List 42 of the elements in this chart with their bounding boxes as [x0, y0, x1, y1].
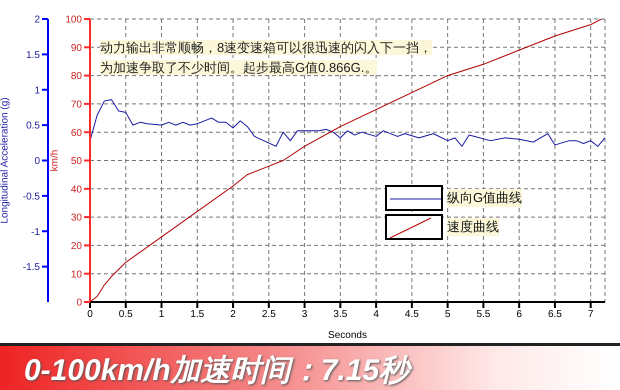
- y-tick-label: 50: [70, 156, 82, 168]
- x-tick-label: 3.5: [333, 309, 348, 320]
- y2-tick-label: 0.5: [26, 120, 40, 132]
- y-tick-label: 100: [65, 14, 82, 26]
- x-tick-label: 4: [373, 309, 380, 320]
- y2-tick-label: 2: [34, 14, 40, 26]
- x-tick-label: 7: [588, 309, 594, 320]
- y-tick-label: 60: [70, 128, 82, 139]
- y2-tick-label: -0.5: [22, 191, 40, 202]
- x-tick-label: 0: [87, 309, 94, 320]
- x-tick-label: 1: [158, 309, 165, 320]
- x-tick-label: 4.5: [404, 309, 420, 320]
- x-tick-label: 2: [230, 309, 236, 320]
- x-axis-title: Seconds: [328, 330, 367, 341]
- y-tick-label: 90: [70, 42, 82, 54]
- annotation: 动力输出非常顺畅，8速变速箱可以很迅速的闪入下一挡，: [100, 40, 432, 55]
- legend-label: 速度曲线: [447, 218, 499, 236]
- y2-tick-label: -1: [31, 226, 40, 238]
- y-tick-label: 20: [70, 240, 82, 252]
- line-series: [90, 99, 605, 147]
- y-tick-label: 80: [70, 71, 82, 82]
- x-tick-label: 5: [444, 309, 451, 320]
- y-tick-label: 70: [70, 99, 82, 110]
- y-tick-label: 30: [70, 212, 82, 224]
- y2-tick-label: 1.5: [26, 50, 40, 61]
- x-tick-label: 2.5: [262, 309, 276, 320]
- legend-label: 纵向G值曲线: [447, 188, 522, 206]
- y-tick-label: 0: [76, 298, 82, 309]
- y-axis-title: km/h: [50, 150, 61, 172]
- x-tick-label: 6: [516, 309, 522, 320]
- y-tick-label: 10: [70, 269, 82, 280]
- x-tick-label: 5.5: [476, 309, 491, 320]
- x-tick-label: 6.5: [548, 309, 562, 320]
- y2-tick-label: -1.5: [22, 262, 40, 274]
- y2-tick-label: 0: [34, 156, 40, 168]
- x-tick-label: 3: [302, 309, 308, 320]
- y2-axis-title: Longitudinal Acceleration (g): [0, 97, 11, 224]
- y-tick-label: 40: [70, 184, 82, 196]
- x-tick-label: 1.5: [190, 309, 205, 320]
- y2-tick-label: 1: [34, 85, 40, 96]
- x-tick-label: 0.5: [118, 309, 134, 320]
- annotation: 为加速争取了不少时间。起步最高G值0.866G.。: [100, 60, 378, 75]
